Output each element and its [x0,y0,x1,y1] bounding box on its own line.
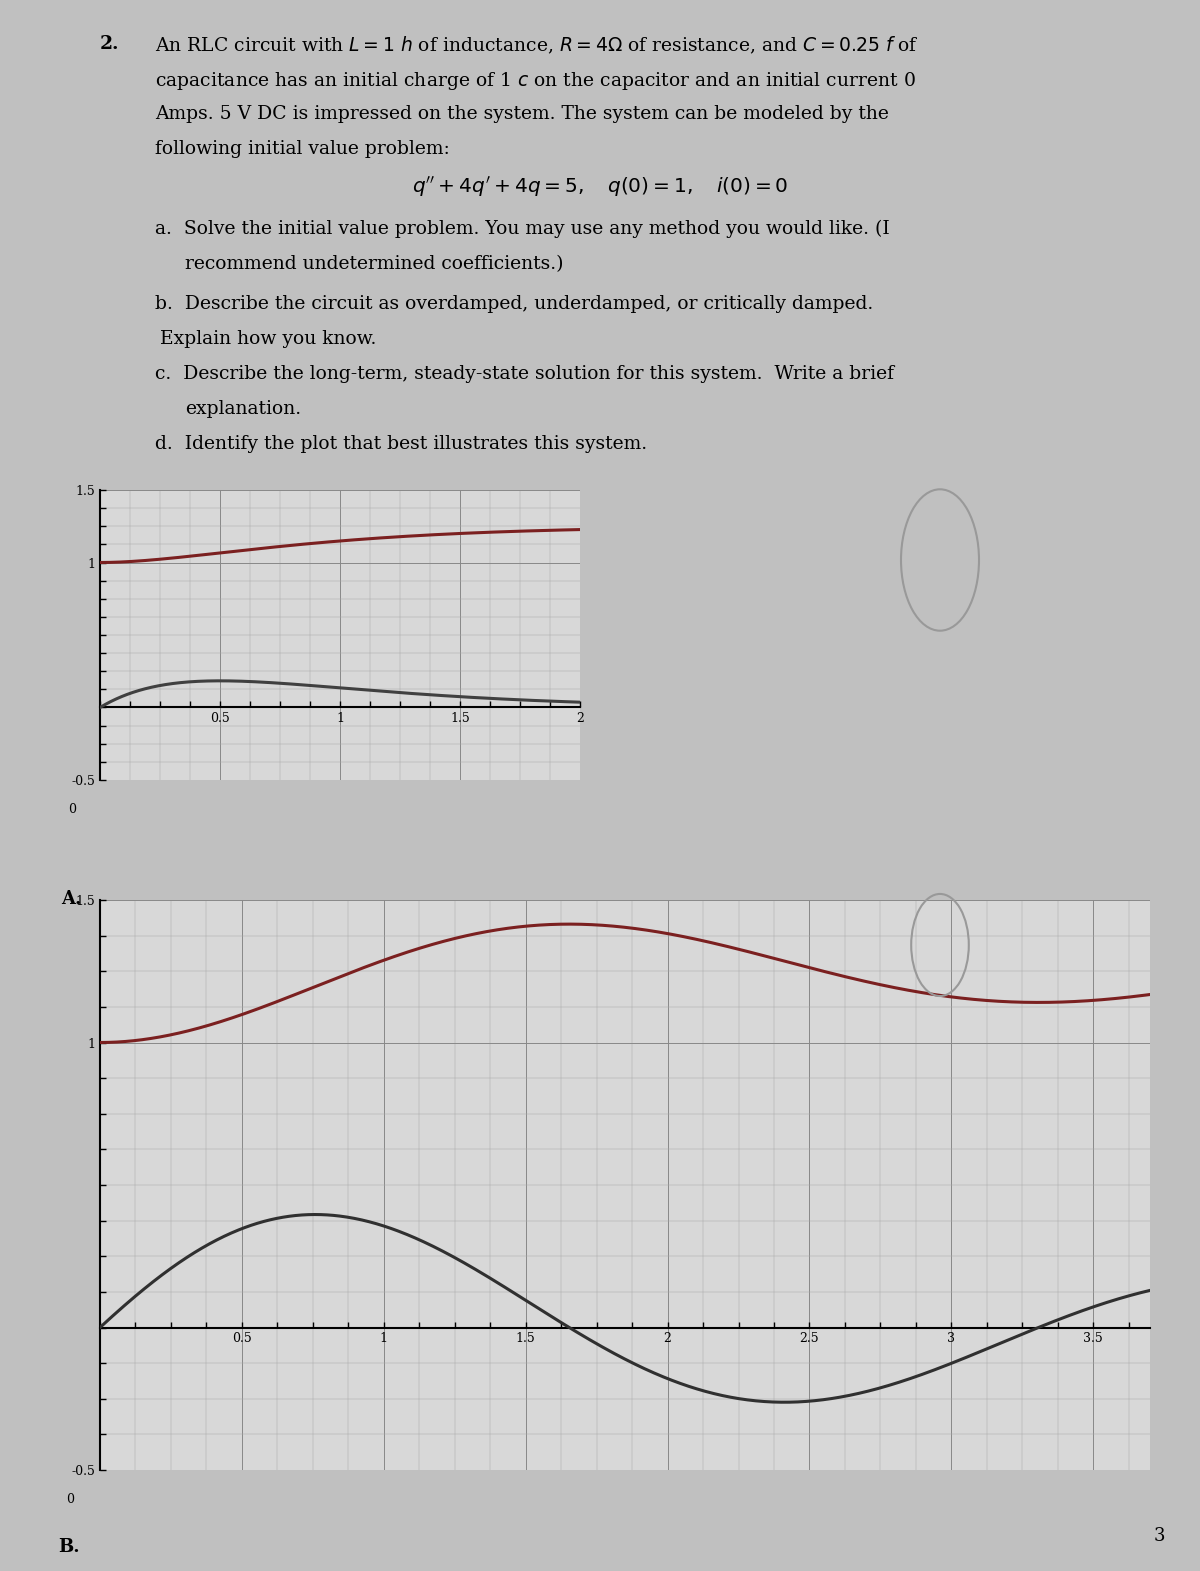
Text: A.: A. [61,891,82,908]
Text: following initial value problem:: following initial value problem: [155,140,450,159]
Text: 3: 3 [1153,1527,1165,1544]
Text: capacitance has an initial charge of 1 $c$ on the capacitor and an initial curre: capacitance has an initial charge of 1 $… [155,71,916,93]
Text: 0: 0 [66,1492,73,1505]
Text: explanation.: explanation. [185,401,301,418]
Text: a.  Solve the initial value problem. You may use any method you would like. (I: a. Solve the initial value problem. You … [155,220,889,239]
Text: 2.: 2. [100,35,120,53]
Text: $q'' + 4q' + 4q = 5,\quad q(0) = 1,\quad i(0) = 0$: $q'' + 4q' + 4q = 5,\quad q(0) = 1,\quad… [412,174,788,200]
Text: recommend undetermined coefficients.): recommend undetermined coefficients.) [185,255,564,273]
Text: d.  Identify the plot that best illustrates this system.: d. Identify the plot that best illustrat… [155,435,647,452]
Text: Explain how you know.: Explain how you know. [160,330,377,349]
Text: 0: 0 [68,803,76,817]
Text: Amps. 5 V DC is impressed on the system. The system can be modeled by the: Amps. 5 V DC is impressed on the system.… [155,105,889,123]
Text: b.  Describe the circuit as overdamped, underdamped, or critically damped.: b. Describe the circuit as overdamped, u… [155,295,874,313]
Text: c.  Describe the long-term, steady-state solution for this system.  Write a brie: c. Describe the long-term, steady-state … [155,364,894,383]
Text: B.: B. [58,1538,79,1557]
Text: An RLC circuit with $L = 1$ $h$ of inductance, $R = 4\Omega$ of resistance, and : An RLC circuit with $L = 1$ $h$ of induc… [155,35,919,57]
